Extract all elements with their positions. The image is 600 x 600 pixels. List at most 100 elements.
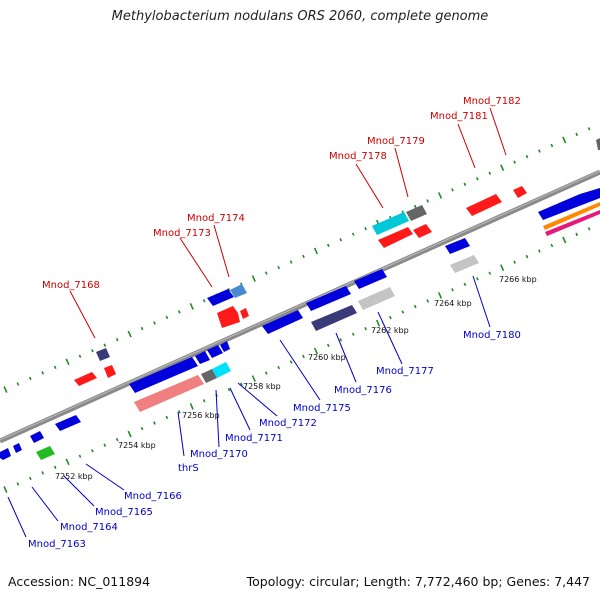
gene-label[interactable]: Mnod_7164	[60, 522, 118, 533]
tick-mark	[500, 264, 505, 272]
gene-feature[interactable]	[55, 415, 81, 431]
tick-mark	[227, 287, 231, 292]
tick-mark	[451, 288, 454, 292]
gene-feature[interactable]	[545, 210, 600, 236]
gene-label[interactable]: Mnod_7180	[463, 330, 521, 341]
gene-feature[interactable]	[104, 365, 116, 378]
gene-label[interactable]: Mnod_7163	[28, 539, 86, 550]
gene-label[interactable]: Mnod_7182	[463, 96, 521, 107]
tick-mark	[189, 402, 194, 410]
tick-mark	[3, 486, 8, 493]
accession-label: Accession: NC_011894	[8, 574, 151, 589]
gene-feature[interactable]	[30, 431, 44, 443]
gene-feature[interactable]	[195, 351, 210, 364]
tick-mark	[251, 375, 256, 382]
reverse-gene-labels: Mnod_7163 Mnod_7164 Mnod_7165 Mnod_7166 …	[28, 330, 521, 550]
tick-mark	[189, 302, 194, 310]
gene-feature[interactable]	[358, 287, 395, 310]
gene-label[interactable]: Mnod_7175	[293, 403, 351, 414]
gene-label[interactable]: Mnod_7176	[334, 385, 392, 396]
gene-label[interactable]: Mnod_7174	[187, 213, 245, 224]
gene-feature[interactable]	[212, 362, 231, 378]
tick-mark	[326, 243, 330, 248]
gene-feature[interactable]	[354, 269, 387, 289]
gene-feature[interactable]	[311, 305, 357, 331]
gene-feature[interactable]	[466, 194, 502, 216]
tick-mark	[16, 382, 20, 386]
gene-feature[interactable]	[129, 357, 198, 393]
gene-feature[interactable]	[13, 443, 22, 453]
gene-feature[interactable]	[201, 369, 217, 383]
gene-feature[interactable]	[240, 308, 249, 319]
tick-mark	[277, 265, 281, 270]
gene-feature[interactable]	[262, 310, 303, 334]
scale-label: 7260 kbp	[308, 353, 346, 362]
gene-feature[interactable]	[372, 212, 409, 235]
tick-mark	[426, 199, 430, 203]
scale-label: 7262 kbp	[371, 326, 409, 335]
gene-feature[interactable]	[450, 255, 479, 273]
gene-label[interactable]: Mnod_7181	[430, 111, 488, 122]
gene-feature[interactable]	[538, 188, 600, 220]
gene-label[interactable]: Mnod_7170	[190, 449, 248, 460]
tick-mark	[326, 343, 330, 348]
gene-label[interactable]: Mnod_7165	[95, 507, 153, 518]
tick-mark	[65, 358, 70, 366]
gene-label[interactable]: Mnod_7178	[329, 151, 387, 162]
tick-mark	[127, 330, 132, 338]
tick-mark	[103, 443, 107, 447]
gene-feature[interactable]	[306, 286, 351, 311]
tick-mark	[525, 154, 529, 159]
tick-mark	[127, 430, 132, 438]
tick-mark	[575, 132, 579, 137]
tick-mark	[488, 271, 492, 275]
tick-mark	[475, 177, 479, 181]
gene-feature[interactable]	[378, 227, 413, 248]
gene-feature[interactable]	[543, 202, 600, 230]
gene-feature[interactable]	[406, 205, 427, 221]
tick-mark	[500, 164, 505, 172]
gene-feature[interactable]	[207, 345, 223, 358]
gene-label[interactable]: Mnod_7166	[124, 491, 182, 502]
gene-feature[interactable]	[230, 284, 247, 298]
tick-mark	[351, 332, 355, 336]
tick-mark	[53, 465, 57, 470]
gene-feature[interactable]	[217, 306, 240, 328]
tick-mark	[91, 349, 94, 353]
scale-label: 7264 kbp	[434, 299, 472, 308]
tick-mark	[339, 238, 343, 242]
tick-mark	[364, 226, 367, 231]
gene-feature[interactable]	[207, 289, 234, 306]
gene-feature[interactable]	[513, 186, 527, 198]
gene-feature[interactable]	[445, 238, 470, 254]
tick-mark	[289, 360, 293, 364]
gene-label[interactable]: Mnod_7168	[42, 280, 100, 291]
gene-feature[interactable]	[0, 448, 11, 460]
tick-mark	[562, 236, 567, 244]
gene-feature[interactable]	[134, 375, 204, 412]
tick-mark	[41, 471, 45, 475]
tick-tracks	[3, 127, 591, 493]
gene-feature[interactable]	[74, 372, 97, 386]
gene-label[interactable]: Mnod_7171	[225, 433, 283, 444]
genome-summary-label: Topology: circular; Length: 7,772,460 bp…	[246, 574, 590, 589]
tick-mark	[153, 321, 156, 325]
gene-label[interactable]: Mnod_7177	[376, 366, 434, 377]
gene-feature[interactable]	[413, 224, 432, 238]
gene-feature[interactable]	[36, 446, 55, 460]
tick-mark	[302, 354, 305, 359]
gene-label[interactable]: Mnod_7173	[153, 228, 211, 239]
tick-mark	[3, 386, 8, 393]
tick-mark	[488, 171, 492, 175]
gene-feature[interactable]	[96, 348, 110, 361]
tick-mark	[339, 338, 343, 342]
tick-mark	[140, 326, 144, 331]
forward-gene-labels: Mnod_7168 Mnod_7173 Mnod_7174 Mnod_7178 …	[42, 96, 521, 291]
gene-label[interactable]: Mnod_7179	[367, 136, 425, 147]
tick-mark	[437, 192, 443, 199]
gene-label[interactable]: Mnod_7172	[259, 418, 317, 429]
gene-label[interactable]: thrS	[178, 463, 199, 474]
gene-feature[interactable]	[220, 341, 230, 352]
gene-feature[interactable]	[596, 138, 600, 150]
tick-mark	[313, 347, 319, 355]
